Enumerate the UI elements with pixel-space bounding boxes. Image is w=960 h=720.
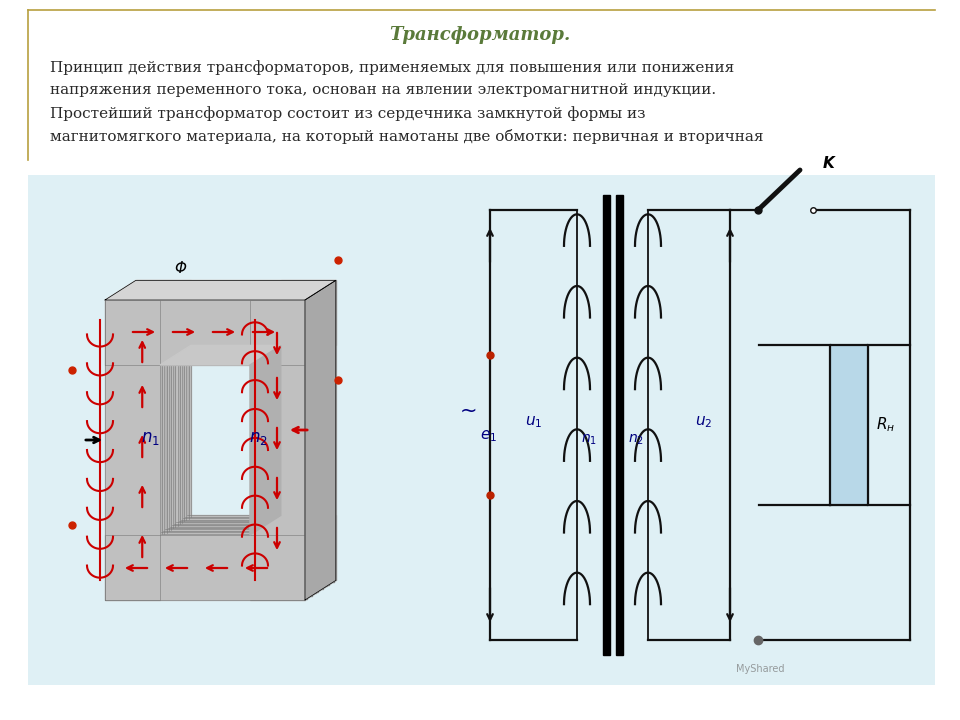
- Polygon shape: [108, 299, 162, 598]
- Polygon shape: [280, 280, 336, 580]
- Polygon shape: [603, 195, 610, 655]
- Polygon shape: [132, 283, 331, 348]
- Polygon shape: [111, 296, 167, 596]
- Polygon shape: [105, 300, 160, 600]
- Text: $u_2$: $u_2$: [695, 414, 712, 430]
- Polygon shape: [276, 283, 331, 583]
- Polygon shape: [114, 294, 169, 595]
- Polygon shape: [123, 289, 323, 354]
- Polygon shape: [830, 345, 868, 505]
- Polygon shape: [133, 282, 188, 582]
- Polygon shape: [109, 297, 309, 362]
- Text: $n_2$: $n_2$: [628, 433, 644, 447]
- Polygon shape: [109, 297, 164, 597]
- Polygon shape: [252, 299, 307, 598]
- Polygon shape: [118, 292, 318, 356]
- Text: ~: ~: [459, 401, 477, 421]
- Polygon shape: [256, 296, 312, 596]
- Text: Принцип действия трансформаторов, применяемых для повышения или понижения: Принцип действия трансформаторов, примен…: [50, 60, 734, 75]
- Polygon shape: [132, 283, 186, 583]
- Text: K: K: [823, 156, 835, 171]
- Polygon shape: [123, 524, 323, 589]
- Text: Простейший трансформатор состоит из сердечника замкнутой формы из: Простейший трансформатор состоит из серд…: [50, 106, 645, 121]
- Text: напряжения переменного тока, основан на явлении электромагнитной индукции.: напряжения переменного тока, основан на …: [50, 83, 716, 97]
- Polygon shape: [135, 280, 191, 580]
- Polygon shape: [125, 287, 180, 588]
- Polygon shape: [278, 282, 334, 582]
- Text: $n_1$: $n_1$: [581, 433, 597, 447]
- Polygon shape: [133, 282, 334, 347]
- Polygon shape: [135, 516, 336, 580]
- Text: MyShared: MyShared: [735, 664, 784, 674]
- Polygon shape: [108, 534, 307, 598]
- Polygon shape: [105, 535, 305, 600]
- Polygon shape: [125, 523, 324, 588]
- Polygon shape: [250, 300, 305, 600]
- Text: $e_1$: $e_1$: [480, 428, 497, 444]
- Polygon shape: [270, 287, 324, 588]
- Polygon shape: [265, 290, 321, 590]
- Text: $n_2$: $n_2$: [249, 429, 268, 447]
- Polygon shape: [116, 528, 316, 593]
- Polygon shape: [109, 532, 309, 597]
- Polygon shape: [305, 280, 336, 600]
- Polygon shape: [116, 293, 316, 358]
- Polygon shape: [133, 517, 334, 582]
- Polygon shape: [259, 294, 314, 595]
- Polygon shape: [250, 346, 280, 535]
- Polygon shape: [130, 284, 329, 350]
- Text: магнитомягкого материала, на который намотаны две обмотки: первичная и вторичная: магнитомягкого материала, на который нам…: [50, 129, 763, 144]
- Text: Трансформатор.: Трансформатор.: [390, 26, 570, 44]
- Polygon shape: [105, 280, 336, 300]
- Polygon shape: [114, 294, 314, 359]
- Polygon shape: [130, 284, 184, 585]
- Polygon shape: [120, 290, 176, 590]
- Polygon shape: [105, 300, 305, 365]
- Polygon shape: [160, 346, 280, 365]
- Polygon shape: [127, 286, 182, 586]
- Polygon shape: [125, 287, 324, 352]
- Polygon shape: [118, 292, 173, 592]
- Text: $n_1$: $n_1$: [140, 429, 159, 447]
- Bar: [28, 175, 935, 685]
- Polygon shape: [120, 290, 321, 355]
- Polygon shape: [123, 289, 178, 589]
- Polygon shape: [254, 297, 309, 597]
- Polygon shape: [127, 521, 327, 586]
- Polygon shape: [268, 289, 323, 589]
- Text: $u_1$: $u_1$: [525, 414, 542, 430]
- Polygon shape: [615, 195, 622, 655]
- Text: $R_н$: $R_н$: [876, 415, 895, 434]
- Polygon shape: [111, 531, 312, 596]
- Polygon shape: [116, 293, 171, 593]
- Polygon shape: [114, 529, 314, 595]
- Polygon shape: [261, 293, 316, 593]
- Polygon shape: [108, 299, 307, 364]
- Text: Φ: Φ: [174, 261, 186, 276]
- Polygon shape: [120, 525, 321, 590]
- Polygon shape: [263, 292, 318, 592]
- Polygon shape: [275, 284, 329, 585]
- Polygon shape: [130, 520, 329, 585]
- Polygon shape: [127, 286, 327, 351]
- Polygon shape: [272, 286, 327, 586]
- Polygon shape: [111, 296, 312, 361]
- Polygon shape: [118, 526, 318, 592]
- Polygon shape: [132, 518, 331, 583]
- Polygon shape: [135, 280, 336, 346]
